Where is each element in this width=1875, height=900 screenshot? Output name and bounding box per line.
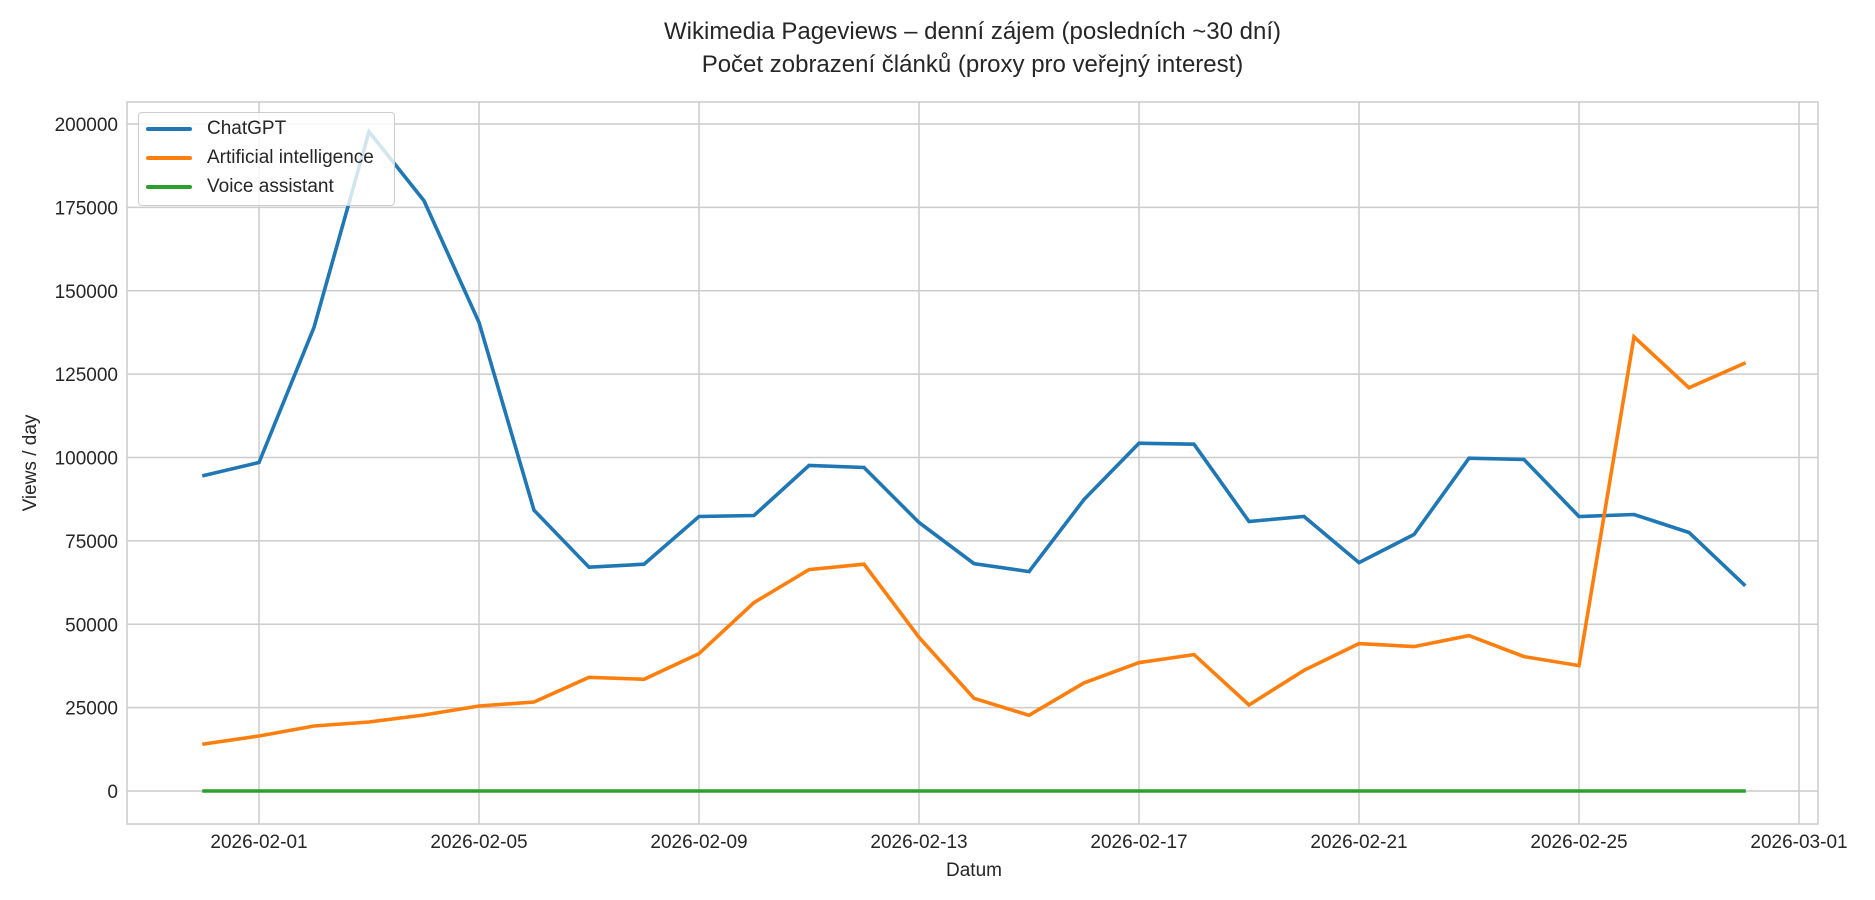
plot-frame — [126, 101, 1819, 825]
x-axis-label: Datum — [946, 860, 1002, 881]
chart-subtitle: Počet zobrazení článků (proxy pro veřejn… — [701, 51, 1244, 78]
x-axis-ticks: 2026-02-01 2026-02-05 2026-02-09 2026-02-13… — [210, 832, 1847, 853]
x-tick-label: 2026-02-05 — [430, 832, 527, 853]
x-tick-label: 2026-03-01 — [1750, 832, 1847, 853]
series-line-chatgpt — [201, 127, 1747, 588]
legend-item-chatgpt: ChatGPT — [146, 115, 286, 143]
y-axis-label: Views / day — [20, 414, 41, 511]
x-tick-label: 2026-02-09 — [650, 832, 747, 853]
legend-swatch-icon — [146, 185, 192, 189]
legend-label: ChatGPT — [207, 118, 287, 139]
x-tick-label: 2026-02-01 — [210, 832, 307, 853]
y-axis-ticks: 0 25000 50000 75000 100000 125000 150000 175000… — [55, 115, 118, 803]
legend-label: Voice assistant — [207, 176, 334, 197]
y-tick-label: 200000 — [55, 115, 118, 136]
legend-item-voice-assistant: Voice assistant — [146, 173, 334, 201]
legend: ChatGPT Artificial intelligence Voice as… — [138, 112, 395, 206]
y-tick-label: 150000 — [55, 282, 118, 303]
chart-title: Wikimedia Pageviews – denní zájem (posle… — [664, 18, 1281, 45]
y-tick-label: 175000 — [55, 198, 118, 219]
y-tick-label: 25000 — [65, 699, 118, 720]
x-tick-label: 2026-02-17 — [1090, 832, 1187, 853]
series-line-artificial-intelligence — [201, 333, 1747, 747]
legend-swatch-icon — [146, 127, 192, 131]
y-tick-label: 100000 — [55, 449, 118, 470]
grid-lines — [127, 102, 1818, 824]
y-tick-label: 50000 — [65, 615, 118, 636]
series-lines — [201, 127, 1747, 793]
y-tick-label: 0 — [107, 782, 118, 803]
legend-label: Artificial intelligence — [207, 147, 374, 168]
x-tick-label: 2026-02-13 — [870, 832, 967, 853]
y-tick-label: 75000 — [65, 532, 118, 553]
x-tick-label: 2026-02-21 — [1310, 832, 1407, 853]
legend-item-artificial-intelligence: Artificial intelligence — [146, 144, 374, 172]
x-tick-label: 2026-02-25 — [1530, 832, 1627, 853]
y-tick-label: 125000 — [55, 365, 118, 386]
legend-swatch-icon — [146, 156, 192, 160]
